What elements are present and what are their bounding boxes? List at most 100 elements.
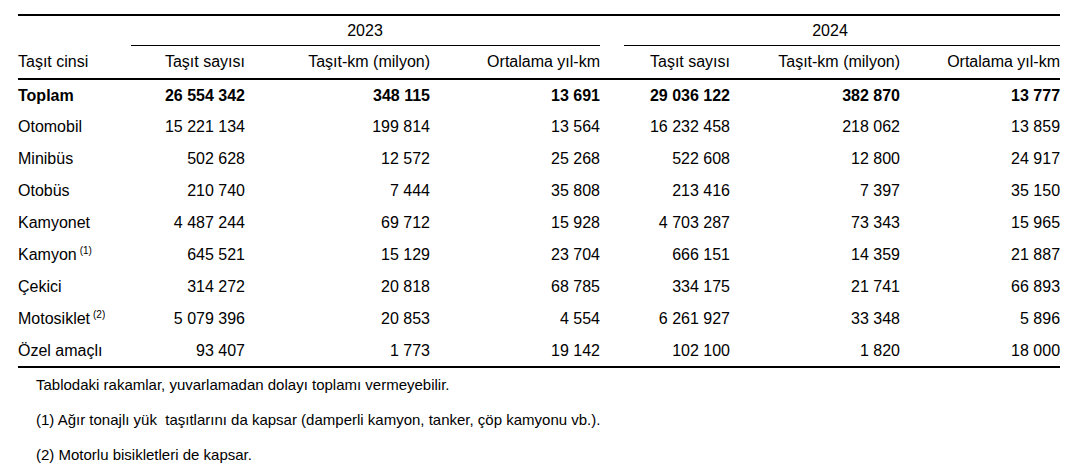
vehicle-km-table: 2023 2024 Taşıt cinsi Taşıt sayısı Taşıt… [18, 14, 1060, 368]
row-label: Kamyonet [18, 207, 130, 239]
value-cell: 66 893 [900, 271, 1060, 303]
row-label: Kamyon(1) [18, 239, 130, 271]
value-cell: 13 777 [900, 79, 1060, 111]
value-cell: 15 221 134 [130, 111, 245, 143]
value-cell: 645 521 [130, 239, 245, 271]
value-cell: 4 487 244 [130, 207, 245, 239]
value-cell: 13 564 [430, 111, 600, 143]
value-cell: 12 572 [245, 143, 430, 175]
column-header-avg-yearly-km-2024: Ortalama yıl-km [900, 46, 1060, 79]
value-cell: 522 608 [600, 143, 730, 175]
value-cell: 314 272 [130, 271, 245, 303]
value-cell: 218 062 [730, 111, 900, 143]
value-cell: 21 741 [730, 271, 900, 303]
row-label: Motosiklet(2) [18, 303, 130, 335]
row-label: Otomobil [18, 111, 130, 143]
column-header-vehicle-count-2024: Taşıt sayısı [600, 46, 730, 79]
year-label-2023: 2023 [347, 22, 383, 39]
value-cell: 4 703 287 [600, 207, 730, 239]
column-header-vehicle-km-2023: Taşıt-km (milyon) [245, 46, 430, 79]
value-cell: 24 917 [900, 143, 1060, 175]
value-cell: 19 142 [430, 335, 600, 367]
row-label-text: Kamyon [18, 247, 77, 264]
vehicle-statistics-page: 2023 2024 Taşıt cinsi Taşıt sayısı Taşıt… [0, 0, 1078, 464]
value-cell: 23 704 [430, 239, 600, 271]
row-label: Çekici [18, 271, 130, 303]
year-label-2024: 2024 [812, 22, 848, 39]
value-cell: 35 150 [900, 175, 1060, 207]
row-label-text: Motosiklet [18, 311, 90, 328]
value-cell: 73 343 [730, 207, 900, 239]
value-cell: 20 853 [245, 303, 430, 335]
row-label: Özel amaçlı [18, 335, 130, 367]
value-cell: 382 870 [730, 79, 900, 111]
value-cell: 20 818 [245, 271, 430, 303]
table-row: Kamyon(1)645 52115 12923 704666 15114 35… [18, 239, 1060, 271]
value-cell: 5 896 [900, 303, 1060, 335]
column-header-vehicle-count-2023: Taşıt sayısı [130, 46, 245, 79]
row-label: Otobüs [18, 175, 130, 207]
value-cell: 199 814 [245, 111, 430, 143]
row-label-text: Minibüs [18, 150, 73, 167]
row-label-text: Toplam [18, 87, 74, 104]
value-cell: 13 859 [900, 111, 1060, 143]
table-row: Minibüs 502 62812 57225 268522 60812 8002… [18, 143, 1060, 175]
table-body: Toplam26 554 342348 11513 69129 036 1223… [18, 79, 1060, 367]
value-cell: 33 348 [730, 303, 900, 335]
value-cell: 21 887 [900, 239, 1060, 271]
value-cell: 6 261 927 [600, 303, 730, 335]
value-cell: 35 808 [430, 175, 600, 207]
value-cell: 4 554 [430, 303, 600, 335]
value-cell: 15 129 [245, 239, 430, 271]
value-cell: 93 407 [130, 335, 245, 367]
table-row: Toplam 26 554 342348 11513 69129 036 1223… [18, 79, 1060, 111]
value-cell: 18 000 [900, 335, 1060, 367]
value-cell: 25 268 [430, 143, 600, 175]
value-cell: 5 079 396 [130, 303, 245, 335]
value-cell: 26 554 342 [130, 79, 245, 111]
footnote-marker: (2) [93, 309, 105, 320]
value-cell: 334 175 [600, 271, 730, 303]
value-cell: 666 151 [600, 239, 730, 271]
year-group-2024: 2024 [600, 15, 1060, 46]
table-row: Otomobil 15 221 134199 81413 56416 232 45… [18, 111, 1060, 143]
value-cell: 213 416 [600, 175, 730, 207]
row-label-text: Otomobil [18, 118, 82, 135]
value-cell: 14 359 [730, 239, 900, 271]
value-cell: 1 820 [730, 335, 900, 367]
row-label-text: Özel amaçlı [18, 342, 102, 359]
column-header-vehicle-km-2024: Taşıt-km (milyon) [730, 46, 900, 79]
value-cell: 1 773 [245, 335, 430, 367]
column-header-row: Taşıt cinsi Taşıt sayısı Taşıt-km (milyo… [18, 46, 1060, 79]
row-label: Minibüs [18, 143, 130, 175]
value-cell: 68 785 [430, 271, 600, 303]
table-row: Çekici 314 27220 81868 785334 17521 74166… [18, 271, 1060, 303]
footnote-2: (2) Motorlu bisikletleri de kapsar. [36, 446, 1060, 464]
footnote-marker: (1) [80, 245, 92, 256]
table-row: Otobüs 210 7407 44435 808213 4167 39735 1… [18, 175, 1060, 207]
value-cell: 210 740 [130, 175, 245, 207]
year-group-2023: 2023 [130, 15, 600, 46]
table-row: Motosiklet(2)5 079 39620 8534 5546 261 9… [18, 303, 1060, 335]
value-cell: 7 444 [245, 175, 430, 207]
value-cell: 15 928 [430, 207, 600, 239]
value-cell: 102 100 [600, 335, 730, 367]
value-cell: 502 628 [130, 143, 245, 175]
row-label-text: Otobüs [18, 182, 70, 199]
corner-cell [18, 15, 130, 46]
value-cell: 7 397 [730, 175, 900, 207]
value-cell: 29 036 122 [600, 79, 730, 111]
table-row: Kamyonet 4 487 24469 71215 9284 703 28773… [18, 207, 1060, 239]
value-cell: 69 712 [245, 207, 430, 239]
footnotes: Tablodaki rakamlar, yuvarlamadan dolayı … [36, 376, 1060, 464]
value-cell: 12 800 [730, 143, 900, 175]
row-label-text: Kamyonet [18, 214, 90, 231]
column-header-avg-yearly-km-2023: Ortalama yıl-km [430, 46, 600, 79]
table-row: Özel amaçlı 93 4071 77319 142102 1001 820… [18, 335, 1060, 367]
row-label: Toplam [18, 79, 130, 111]
value-cell: 13 691 [430, 79, 600, 111]
row-label-text: Çekici [18, 278, 62, 295]
value-cell: 348 115 [245, 79, 430, 111]
value-cell: 15 965 [900, 207, 1060, 239]
value-cell: 16 232 458 [600, 111, 730, 143]
